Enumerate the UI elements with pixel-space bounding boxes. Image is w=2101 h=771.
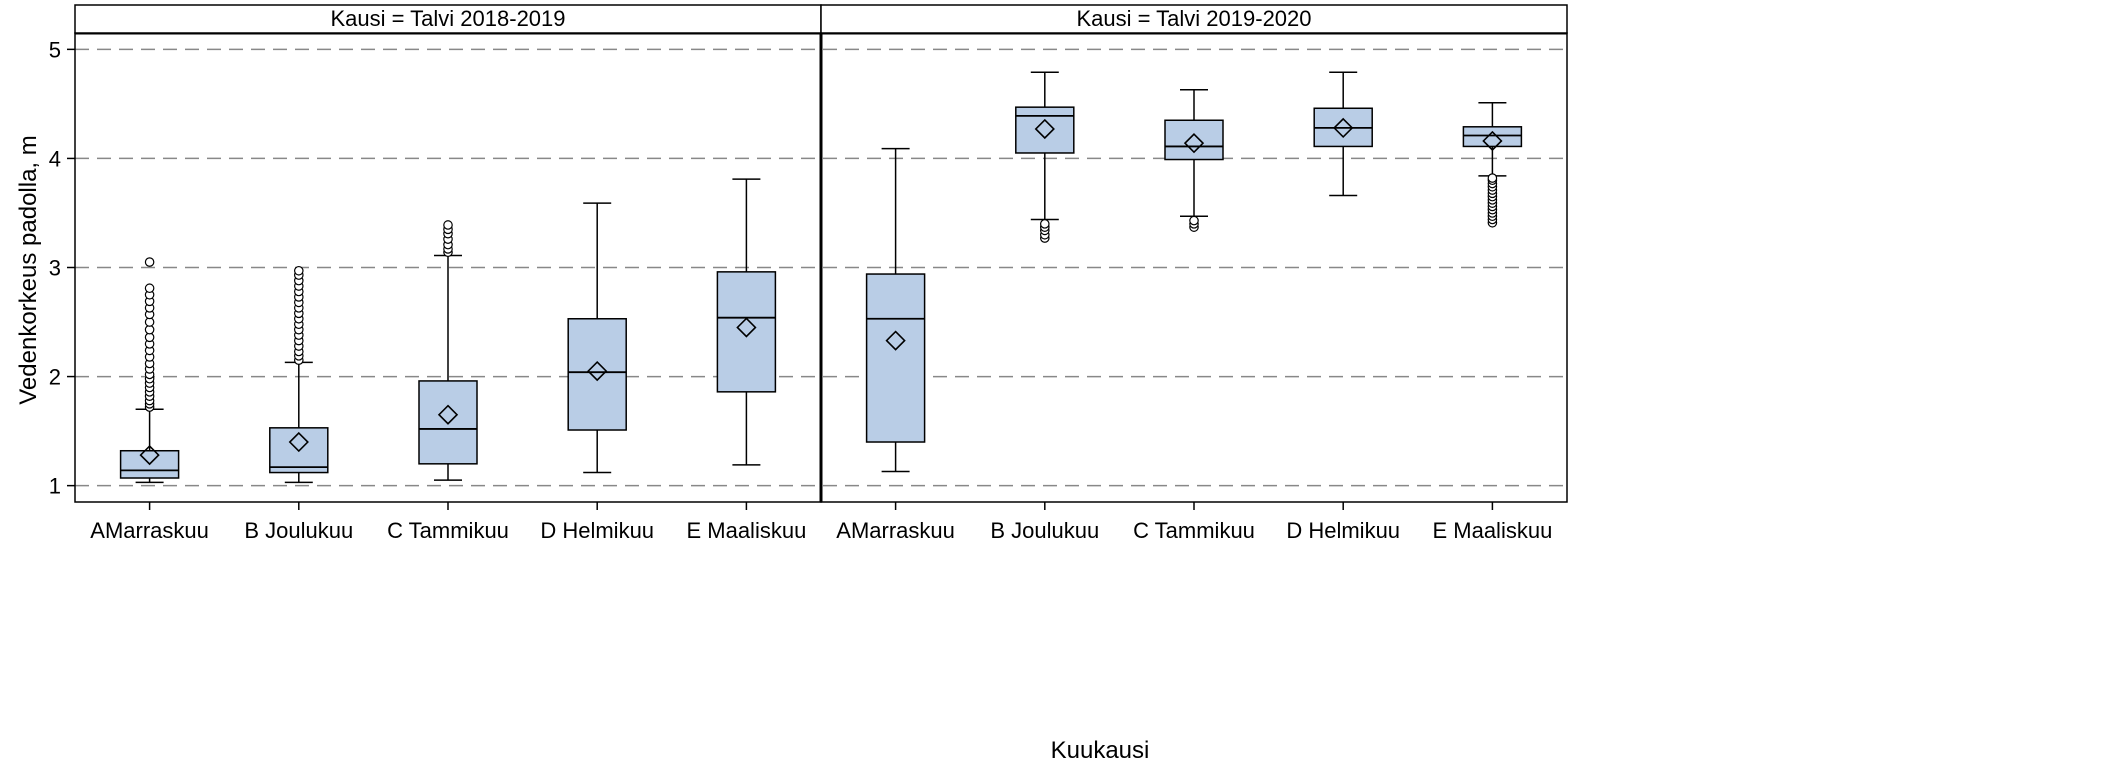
box-iqr	[418, 380, 478, 465]
panel-strips: Kausi = Talvi 2018-2019 Kausi = Talvi 201…	[74, 4, 1568, 34]
y-tick-label: 5	[49, 37, 61, 62]
outlier-point	[144, 257, 155, 267]
y-tick-label: 2	[49, 365, 61, 390]
mean-marker	[437, 404, 459, 425]
y-tick-label: 1	[49, 474, 61, 499]
outlier-point	[1189, 215, 1199, 226]
box-plots	[119, 71, 1523, 484]
y-tick-label: 4	[49, 146, 61, 171]
box-2-2	[1015, 71, 1075, 243]
mean-marker	[587, 360, 608, 382]
box-1-1	[119, 257, 180, 484]
gridlines	[75, 48, 1567, 487]
box-iqr	[865, 273, 926, 443]
x-tick-label: B Joulukuu	[244, 518, 353, 543]
mean-marker	[1183, 133, 1205, 154]
mean-marker	[1034, 118, 1055, 140]
x-tick-label: B Joulukuu	[990, 518, 1099, 543]
x-tick-label: AMarraskuu	[90, 518, 209, 543]
panel-strip-label: Kausi = Talvi 2019-2020	[1076, 6, 1311, 31]
x-tick-label: E Maaliskuu	[1432, 518, 1552, 543]
panel-strip-label: Kausi = Talvi 2018-2019	[330, 6, 565, 31]
outlier-point	[1487, 173, 1498, 183]
x-tick-label: D Helmikuu	[1286, 518, 1400, 543]
mean-marker	[288, 431, 309, 453]
outlier-point	[293, 265, 304, 276]
box-iqr	[1462, 126, 1523, 148]
panel-strip	[74, 4, 822, 34]
box-iqr	[1015, 106, 1075, 154]
box-2-3	[1164, 88, 1224, 232]
box-2-5	[1462, 102, 1523, 228]
y-axis-title: Vedenkorkeus padolla, m	[15, 135, 42, 405]
mean-marker	[139, 444, 160, 466]
y-tick-label: 3	[49, 256, 61, 281]
panel-strip	[820, 4, 1568, 34]
x-tick-label: AMarraskuu	[836, 518, 955, 543]
box-iqr	[567, 318, 627, 431]
box-1-5	[716, 178, 777, 466]
box-1-4	[567, 202, 627, 474]
x-axis-title: Kuukausi	[1051, 737, 1150, 764]
box-2-4	[1313, 71, 1373, 197]
mean-marker	[1333, 117, 1354, 139]
box-1-3	[418, 220, 478, 481]
x-tick-label: E Maaliskuu	[686, 518, 806, 543]
outlier-point	[1040, 219, 1050, 229]
outlier-point	[144, 283, 155, 294]
box-1-2	[269, 265, 329, 484]
outlier-point	[443, 220, 453, 230]
mean-marker	[1482, 130, 1503, 152]
axes: 1 2 3 4 5 AMarraskuu B Joulukuu C Tammikuu D Hel…	[49, 37, 1553, 543]
x-tick-label: C Tammikuu	[1133, 518, 1255, 543]
mean-marker	[885, 330, 906, 351]
box-iqr	[716, 271, 777, 393]
x-tick-label: D Helmikuu	[540, 518, 654, 543]
mean-marker	[736, 317, 757, 338]
x-tick-label: C Tammikuu	[387, 518, 509, 543]
box-iqr	[1164, 119, 1224, 161]
box-2-1	[865, 147, 926, 473]
